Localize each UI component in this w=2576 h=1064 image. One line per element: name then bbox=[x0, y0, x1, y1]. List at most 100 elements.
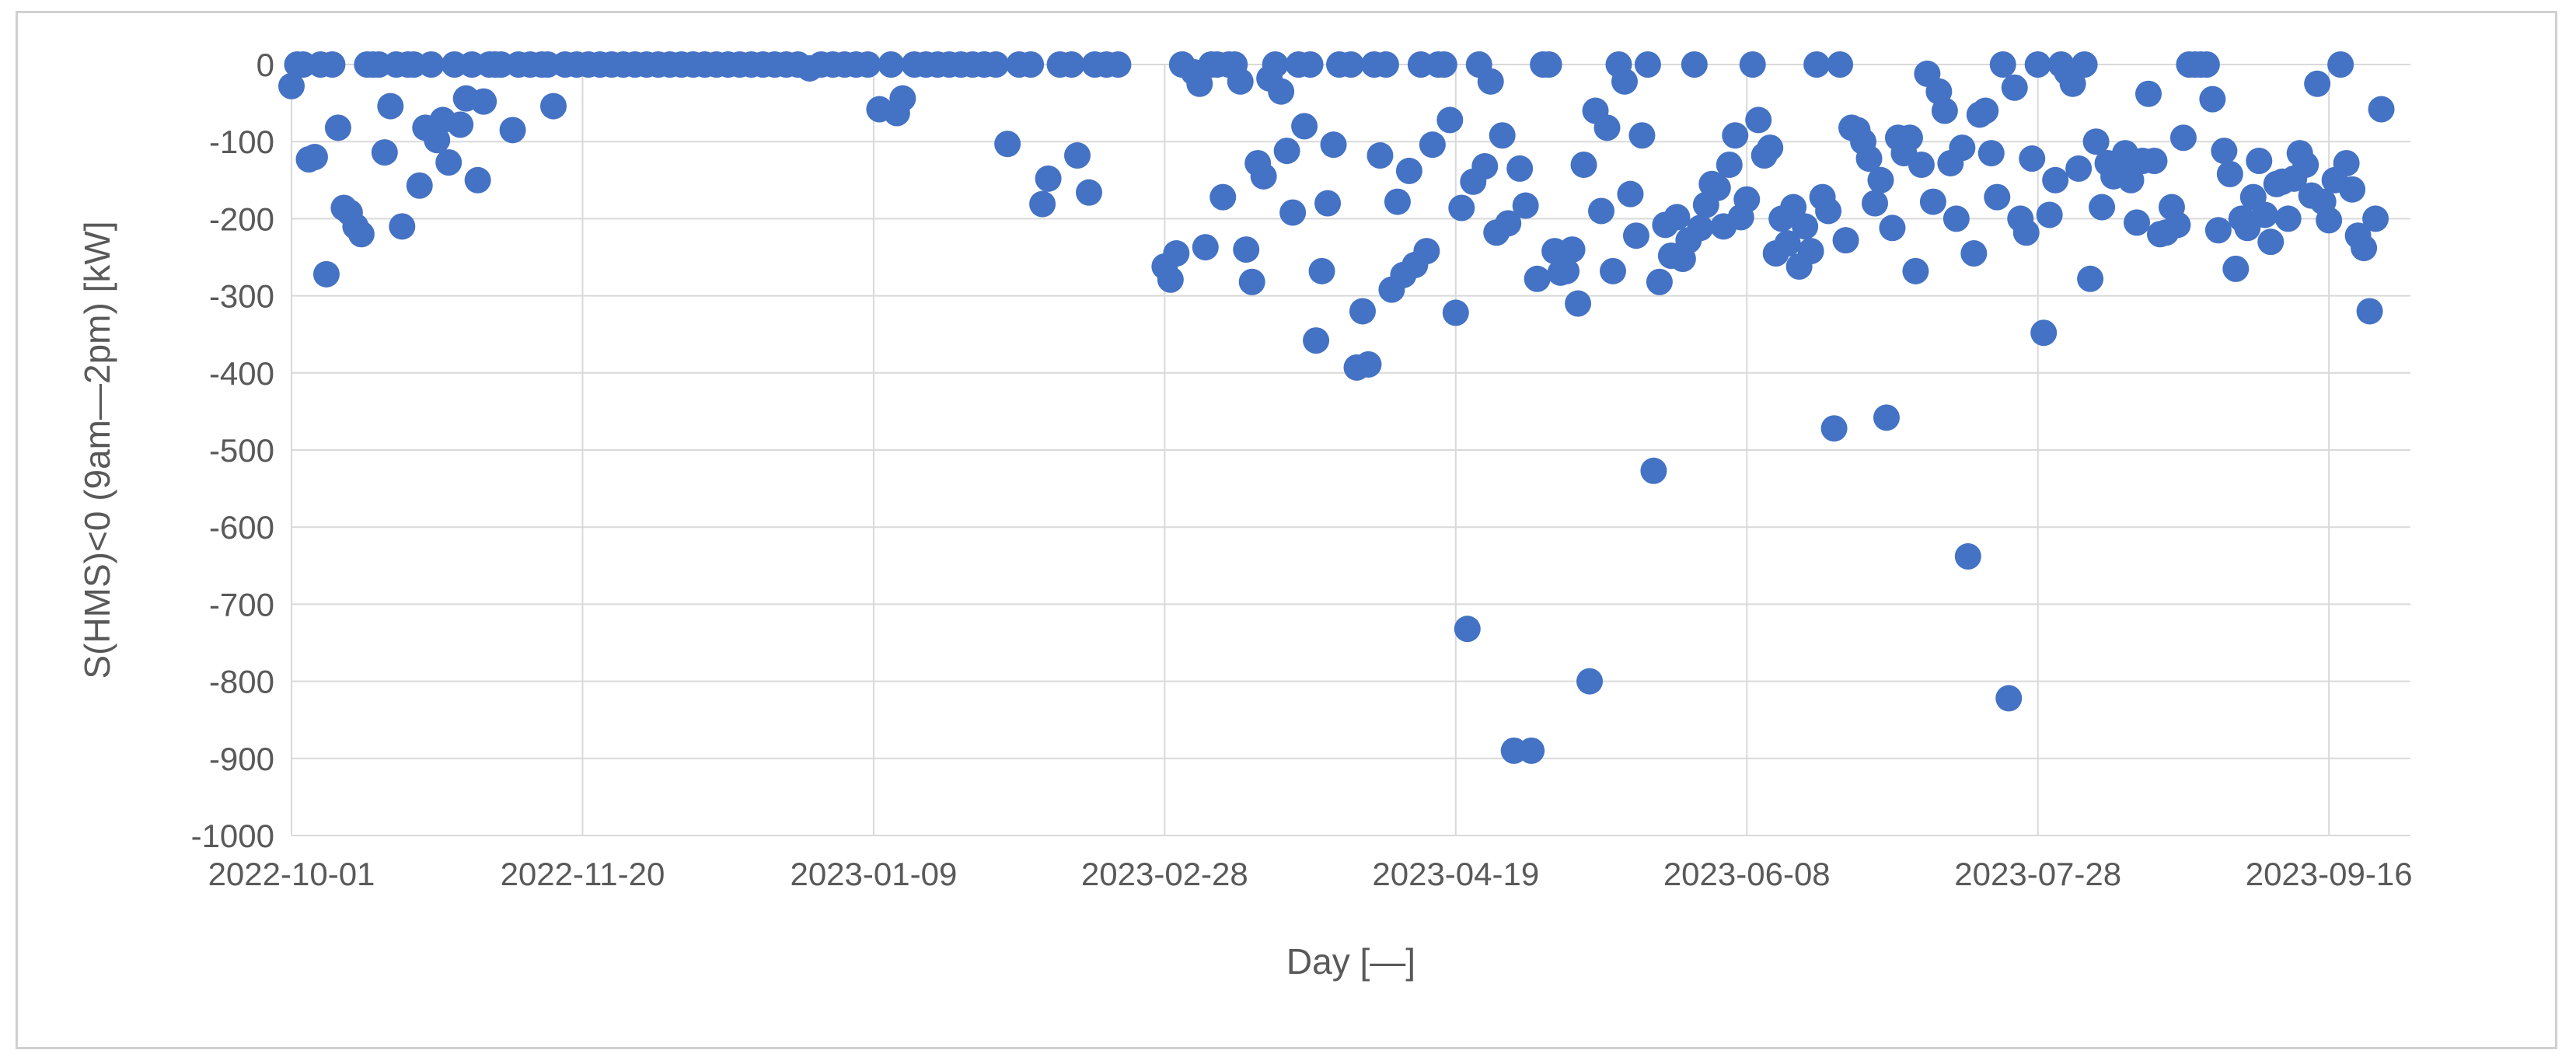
data-point bbox=[406, 172, 433, 199]
data-point bbox=[2257, 228, 2285, 256]
data-point bbox=[1896, 124, 1923, 152]
data-point bbox=[1395, 157, 1422, 184]
y-tick-label: -600 bbox=[209, 509, 274, 546]
data-point bbox=[1506, 155, 1534, 182]
data-point bbox=[1867, 166, 1894, 194]
x-tick-label: 2023-01-09 bbox=[790, 856, 957, 892]
data-point bbox=[1954, 542, 1981, 570]
data-point bbox=[1495, 210, 1522, 237]
data-point bbox=[301, 144, 328, 171]
x-tick-label: 2023-02-28 bbox=[1081, 856, 1248, 892]
data-point bbox=[1238, 268, 1265, 295]
data-point bbox=[2204, 217, 2232, 244]
data-point bbox=[1471, 152, 1499, 180]
data-point bbox=[1960, 240, 1988, 267]
y-tick-label: -100 bbox=[209, 124, 274, 160]
data-point bbox=[1611, 68, 1638, 95]
data-point bbox=[1163, 240, 1190, 267]
data-point bbox=[2124, 209, 2151, 236]
data-point bbox=[1757, 134, 1784, 162]
data-point bbox=[1663, 204, 1691, 231]
data-point bbox=[2327, 51, 2354, 78]
data-point bbox=[1477, 68, 1504, 95]
x-axis-title: Day [—] bbox=[1286, 941, 1415, 982]
data-point bbox=[1233, 236, 1260, 263]
data-point bbox=[1268, 78, 1295, 105]
data-point bbox=[1832, 227, 1859, 254]
chart-frame: 0 -100 -200 -300 -400 -500 -600 -700 -800 -900 -10… bbox=[16, 11, 2557, 1049]
data-point bbox=[1553, 257, 1580, 284]
data-point bbox=[1862, 190, 1889, 217]
data-point bbox=[2012, 219, 2040, 246]
data-point bbox=[1722, 122, 1749, 149]
data-point bbox=[1617, 180, 1644, 208]
y-tick-label: -200 bbox=[209, 201, 274, 237]
y-tick-label: -400 bbox=[209, 355, 274, 392]
data-point bbox=[2351, 235, 2378, 262]
data-point bbox=[1192, 234, 1219, 261]
data-point bbox=[2211, 138, 2238, 165]
data-point bbox=[435, 148, 462, 176]
data-point bbox=[1780, 194, 1807, 221]
data-point bbox=[278, 72, 305, 99]
data-point bbox=[2141, 148, 2168, 174]
data-point bbox=[983, 51, 1010, 78]
data-point bbox=[1209, 183, 1237, 211]
data-point bbox=[1338, 51, 1364, 78]
data-point bbox=[417, 51, 445, 78]
data-point bbox=[470, 88, 497, 115]
data-point bbox=[2117, 166, 2145, 194]
data-points bbox=[278, 51, 2395, 764]
data-point bbox=[2077, 265, 2104, 292]
data-point bbox=[889, 85, 916, 112]
data-point bbox=[2339, 176, 2366, 203]
data-point bbox=[1646, 268, 1673, 295]
scatter-chart: 0 -100 -200 -300 -400 -500 -600 -700 -800 -900 -10… bbox=[77, 47, 2413, 982]
data-point bbox=[499, 117, 526, 144]
data-point bbox=[1570, 151, 1597, 178]
data-point bbox=[1489, 122, 1516, 149]
data-point bbox=[1593, 114, 1621, 141]
data-point bbox=[389, 213, 416, 240]
data-point bbox=[2042, 166, 2069, 194]
data-point bbox=[1687, 215, 1714, 242]
data-point bbox=[1157, 266, 1184, 293]
data-point bbox=[2216, 160, 2243, 187]
data-point bbox=[1792, 213, 1819, 240]
data-point bbox=[1512, 192, 1539, 219]
data-point bbox=[1448, 194, 1475, 222]
data-point bbox=[2316, 207, 2343, 234]
x-tick-labels: 2022-10-01 2022-11-20 2023-01-09 2023-02-28… bbox=[208, 856, 2413, 892]
data-point bbox=[1576, 668, 1604, 695]
y-tick-label: -300 bbox=[209, 278, 274, 315]
data-point bbox=[1064, 142, 1091, 169]
data-point bbox=[312, 260, 340, 288]
gridlines bbox=[291, 64, 2410, 836]
data-point bbox=[1454, 616, 1481, 643]
data-point bbox=[2251, 201, 2278, 228]
data-point bbox=[1559, 236, 1586, 263]
data-point bbox=[1640, 457, 1667, 484]
x-tick-label: 2022-11-20 bbox=[501, 856, 665, 892]
data-point bbox=[1588, 197, 1615, 225]
data-point bbox=[1919, 188, 1946, 215]
data-point bbox=[1535, 51, 1562, 78]
data-point bbox=[2246, 148, 2273, 174]
data-point bbox=[1942, 205, 1970, 232]
data-point bbox=[1879, 215, 1906, 242]
y-tick-label: -1000 bbox=[191, 818, 274, 854]
data-point bbox=[1815, 197, 1842, 225]
data-point bbox=[1949, 134, 1976, 162]
data-point bbox=[2304, 70, 2331, 97]
data-point bbox=[1855, 145, 1883, 173]
data-point bbox=[2199, 85, 2226, 113]
data-point bbox=[1442, 299, 1469, 326]
y-tick-label: 0 bbox=[257, 47, 274, 83]
data-point bbox=[2164, 211, 2191, 239]
data-point bbox=[1250, 162, 1277, 190]
data-point bbox=[1774, 230, 1801, 257]
y-tick-label: -900 bbox=[209, 741, 274, 777]
y-tick-label: -800 bbox=[209, 664, 274, 700]
data-point bbox=[1628, 122, 1656, 149]
data-point bbox=[1902, 257, 1929, 284]
